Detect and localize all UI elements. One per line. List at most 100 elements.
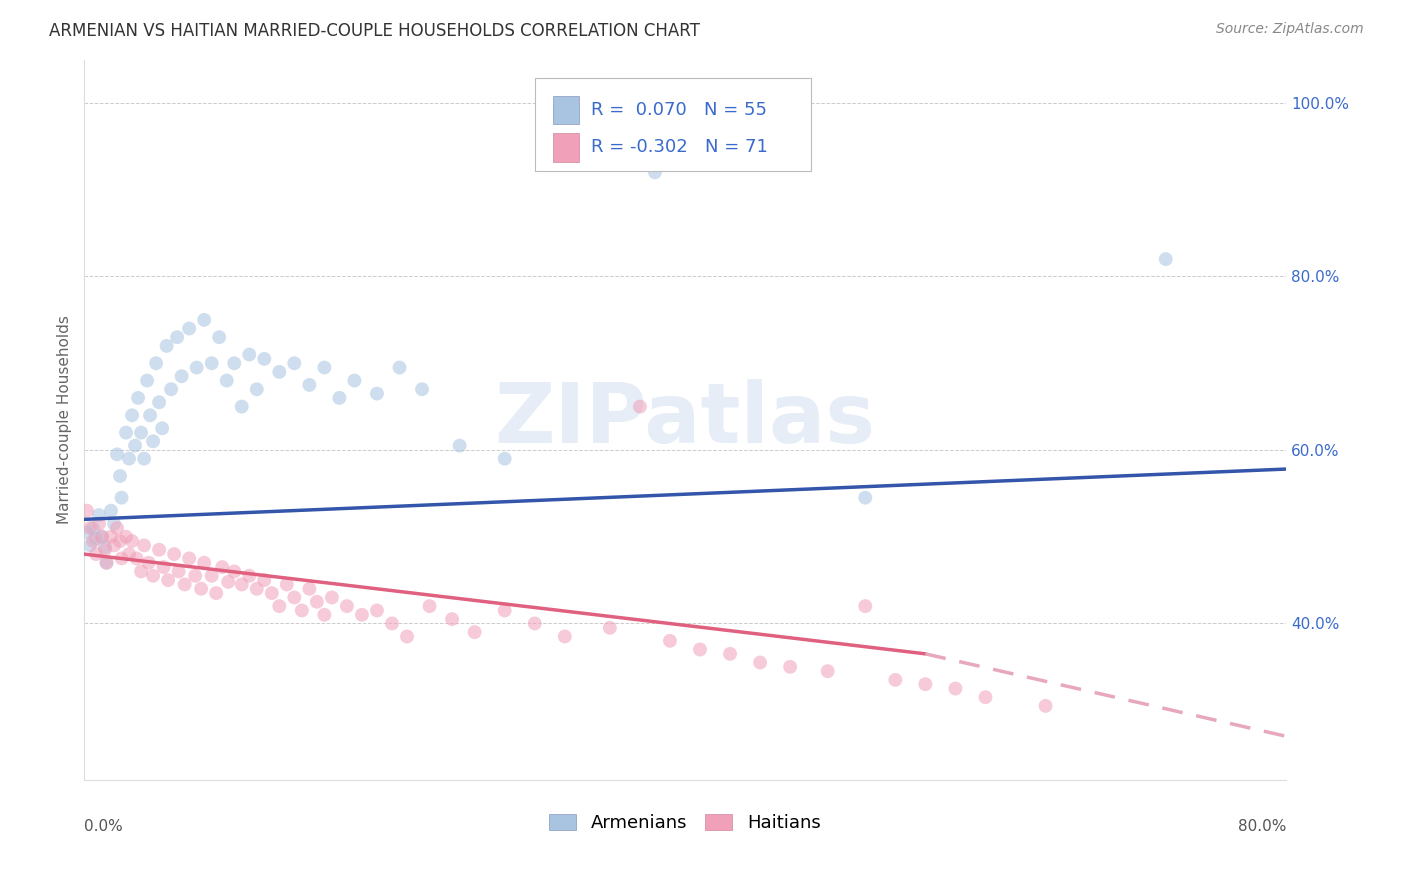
Point — [94, 540, 117, 554]
Point — [96, 556, 118, 570]
Point — [193, 556, 215, 570]
Point — [145, 356, 167, 370]
Point — [283, 591, 305, 605]
Point — [449, 439, 471, 453]
Point — [1154, 252, 1177, 266]
Point — [167, 565, 190, 579]
Point — [82, 534, 104, 549]
Point — [201, 356, 224, 370]
Legend: Armenians, Haitians: Armenians, Haitians — [550, 814, 821, 832]
Point — [184, 568, 207, 582]
Point — [718, 647, 741, 661]
Bar — [553, 133, 579, 161]
Point — [87, 516, 110, 531]
Point — [238, 568, 260, 582]
Point — [494, 451, 516, 466]
Point — [494, 603, 516, 617]
Point — [350, 607, 373, 622]
Point — [118, 547, 141, 561]
Point — [328, 391, 350, 405]
Point — [411, 382, 433, 396]
Point — [139, 409, 162, 423]
Point — [321, 591, 343, 605]
Point — [115, 530, 138, 544]
Point — [381, 616, 404, 631]
Point — [121, 409, 143, 423]
Y-axis label: Married-couple Households: Married-couple Households — [58, 315, 72, 524]
Point — [314, 607, 336, 622]
Point — [914, 677, 936, 691]
Text: 80.0%: 80.0% — [1237, 819, 1286, 834]
Point — [103, 516, 125, 531]
Point — [779, 660, 801, 674]
Point — [94, 542, 117, 557]
Point — [884, 673, 907, 687]
Point — [170, 369, 193, 384]
Point — [464, 625, 486, 640]
Point — [523, 616, 546, 631]
Point — [1035, 698, 1057, 713]
Point — [91, 530, 114, 544]
Point — [974, 690, 997, 705]
Point — [366, 386, 388, 401]
Point — [291, 603, 314, 617]
Point — [173, 577, 195, 591]
Point — [276, 577, 298, 591]
Point — [205, 586, 228, 600]
Point — [136, 374, 159, 388]
Point — [231, 577, 253, 591]
Point — [105, 521, 128, 535]
Text: 0.0%: 0.0% — [84, 819, 122, 834]
Point — [217, 574, 239, 589]
Point — [163, 547, 186, 561]
Point — [201, 568, 224, 582]
Point — [554, 630, 576, 644]
Point — [157, 573, 180, 587]
Point — [115, 425, 138, 440]
Point — [96, 556, 118, 570]
Point — [211, 560, 233, 574]
Point — [121, 534, 143, 549]
Point — [110, 551, 132, 566]
Point — [314, 360, 336, 375]
Point — [298, 378, 321, 392]
Point — [87, 508, 110, 522]
Text: R =  0.070   N = 55: R = 0.070 N = 55 — [591, 101, 768, 119]
Point — [388, 360, 411, 375]
Point — [105, 447, 128, 461]
Point — [129, 565, 152, 579]
Point — [79, 538, 101, 552]
Point — [100, 530, 122, 544]
Bar — [553, 95, 579, 124]
Point — [644, 165, 666, 179]
Point — [283, 356, 305, 370]
Point — [156, 339, 179, 353]
Point — [749, 656, 772, 670]
Text: ARMENIAN VS HAITIAN MARRIED-COUPLE HOUSEHOLDS CORRELATION CHART: ARMENIAN VS HAITIAN MARRIED-COUPLE HOUSE… — [49, 22, 700, 40]
Point — [343, 374, 366, 388]
Point — [253, 351, 276, 366]
Point — [79, 521, 101, 535]
Point — [76, 504, 98, 518]
Point — [91, 530, 114, 544]
Point — [238, 347, 260, 361]
Point — [305, 595, 328, 609]
Point — [179, 551, 201, 566]
Point — [231, 400, 253, 414]
Point — [269, 365, 291, 379]
Point — [127, 391, 149, 405]
Point — [129, 425, 152, 440]
Point — [108, 469, 131, 483]
Point — [628, 400, 651, 414]
Point — [215, 374, 238, 388]
Point — [689, 642, 711, 657]
Point — [224, 356, 246, 370]
Point — [224, 565, 246, 579]
Point — [269, 599, 291, 614]
Point — [82, 521, 104, 535]
Text: Source: ZipAtlas.com: Source: ZipAtlas.com — [1216, 22, 1364, 37]
Point — [103, 538, 125, 552]
Point — [110, 491, 132, 505]
Point — [419, 599, 441, 614]
Point — [166, 330, 188, 344]
